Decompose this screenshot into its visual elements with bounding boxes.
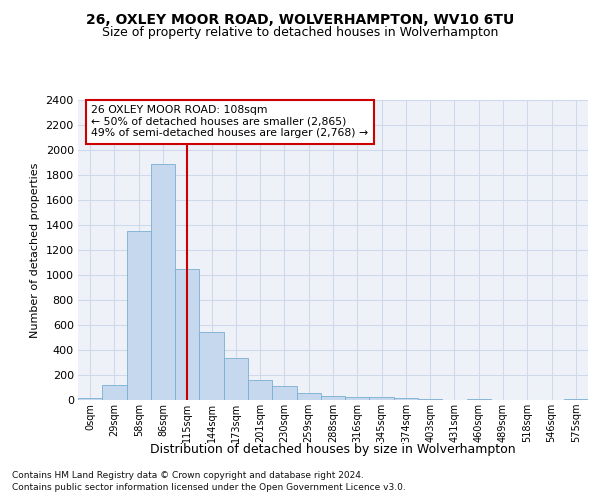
- Bar: [345, 396, 370, 400]
- Text: Size of property relative to detached houses in Wolverhampton: Size of property relative to detached ho…: [102, 26, 498, 39]
- Text: 26, OXLEY MOOR ROAD, WOLVERHAMPTON, WV10 6TU: 26, OXLEY MOOR ROAD, WOLVERHAMPTON, WV10…: [86, 12, 514, 26]
- Bar: [296, 392, 321, 400]
- Bar: [175, 270, 199, 400]
- Bar: [321, 396, 345, 400]
- Bar: [467, 399, 491, 400]
- Text: Contains HM Land Registry data © Crown copyright and database right 2024.: Contains HM Land Registry data © Crown c…: [12, 471, 364, 480]
- Bar: [564, 399, 588, 400]
- Text: Distribution of detached houses by size in Wolverhampton: Distribution of detached houses by size …: [150, 442, 516, 456]
- Bar: [272, 386, 296, 400]
- Bar: [248, 380, 272, 400]
- Bar: [199, 332, 224, 400]
- Y-axis label: Number of detached properties: Number of detached properties: [30, 162, 40, 338]
- Text: 26 OXLEY MOOR ROAD: 108sqm
← 50% of detached houses are smaller (2,865)
49% of s: 26 OXLEY MOOR ROAD: 108sqm ← 50% of deta…: [91, 105, 368, 138]
- Bar: [127, 231, 151, 400]
- Bar: [102, 385, 127, 400]
- Bar: [394, 398, 418, 400]
- Bar: [151, 164, 175, 400]
- Bar: [224, 358, 248, 400]
- Text: Contains public sector information licensed under the Open Government Licence v3: Contains public sector information licen…: [12, 484, 406, 492]
- Bar: [418, 399, 442, 400]
- Bar: [370, 397, 394, 400]
- Bar: [78, 398, 102, 400]
